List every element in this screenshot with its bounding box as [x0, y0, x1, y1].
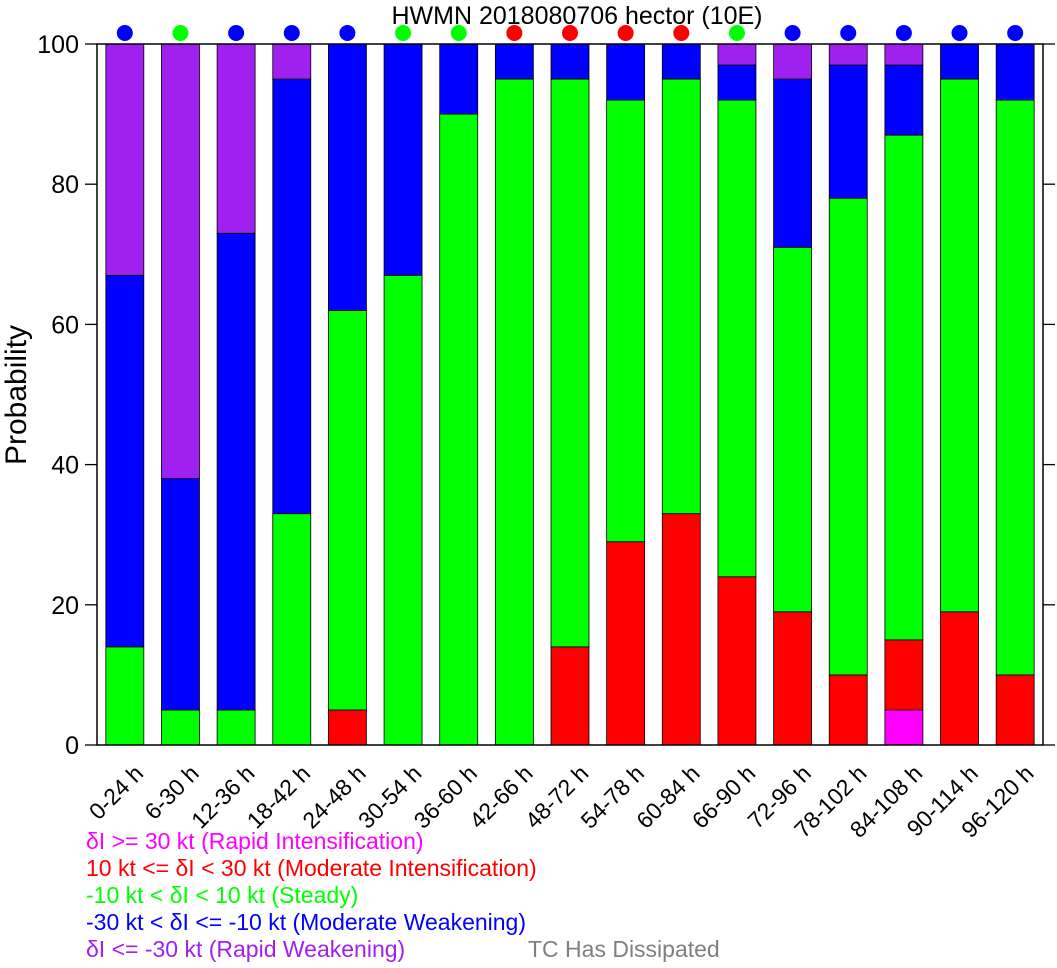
bar-segment-rw-84-108h [884, 43, 924, 66]
bar-segment-rw-78-102h [828, 43, 868, 66]
bar-segment-mi-48-72h [550, 646, 590, 746]
bar-segment-st-54-78h [606, 99, 646, 543]
legend-item-moderate-weakening: -30 kt < δI <= -10 kt (Moderate Weakenin… [86, 909, 527, 935]
y-tick-label: 20 [51, 592, 79, 620]
legend-item-moderate-intensification: 10 kt <= δI < 30 kt (Moderate Intensific… [86, 855, 537, 881]
plot-frame [96, 43, 1044, 746]
bar-segment-st-78-102h [828, 197, 868, 676]
y-tick-label: 60 [51, 311, 79, 339]
bar-segment-mw-72-96h [773, 78, 812, 248]
bar-segment-mw-24-48h [328, 43, 367, 311]
bar-segment-rw-18-42h [272, 43, 312, 80]
bar-segment-st-36-60h [439, 113, 479, 746]
y-tick-label: 0 [65, 732, 79, 760]
y-tick-label: 40 [51, 452, 79, 480]
category-marker-96-120h [1007, 25, 1024, 41]
legend-item-rapid-intensification: δI >= 30 kt (Rapid Intensification) [86, 828, 424, 854]
category-marker-6-30h [172, 25, 189, 41]
bar-segment-mw-42-66h [494, 43, 534, 80]
bar-segment-st-18-42h [272, 513, 312, 746]
bar-segment-mw-96-120h [995, 43, 1035, 101]
legend-item-dissipated: TC Has Dissipated [528, 936, 720, 962]
bar-segment-st-96-120h [995, 99, 1035, 676]
bar-segment-mi-90-114h [940, 611, 979, 746]
bar-segment-mw-6-30h [161, 478, 200, 711]
category-marker-60-84h [673, 25, 690, 41]
bar-segment-mw-54-78h [606, 43, 646, 101]
bar-segments [105, 43, 1035, 746]
bar-segment-mw-84-108h [884, 64, 924, 136]
legend-item-steady: -10 kt < δI < 10 kt (Steady) [86, 882, 359, 908]
bar-segment-mw-18-42h [272, 78, 312, 515]
category-marker-0-24h [116, 25, 133, 41]
category-marker-48-72h [562, 25, 578, 41]
bar-segment-mw-90-114h [940, 43, 979, 80]
category-marker-84-108h [895, 25, 912, 41]
category-marker-18-42h [283, 25, 300, 41]
bar-segment-mi-24-48h [328, 709, 367, 746]
legend-item-rapid-weakening: δI <= -30 kt (Rapid Weakening) [86, 936, 406, 962]
bar-segment-st-0-24h [105, 646, 145, 746]
bar-segment-ri-84-108h [884, 709, 924, 746]
x-tick-label: 0-24 h [84, 760, 149, 825]
category-marker-66-90h [728, 25, 745, 41]
y-axis: 0 20 40 60 80 100 [37, 31, 1055, 760]
legend: δI >= 30 kt (Rapid Intensification) 10 k… [86, 828, 537, 963]
bar-segment-st-60-84h [661, 78, 701, 515]
bar-segment-rw-6-30h [161, 43, 200, 480]
bar-segment-mi-84-108h [884, 639, 924, 711]
category-marker-24-48h [339, 25, 356, 41]
bar-segment-mw-36-60h [439, 43, 479, 115]
category-markers [116, 25, 1024, 41]
bar-segment-mi-96-120h [995, 674, 1035, 746]
bar-segment-st-12-36h [216, 709, 256, 746]
bar-segment-st-30-54h [383, 274, 423, 746]
chart-title: HWMN 2018080706 hector (10E) [391, 2, 762, 30]
bar-segment-st-84-108h [884, 134, 924, 641]
bar-segment-mw-48-72h [550, 43, 590, 80]
bar-segment-mw-0-24h [105, 274, 145, 648]
bar-segment-st-42-66h [494, 78, 534, 746]
bar-segment-st-66-90h [717, 99, 757, 578]
bar-segment-mw-12-36h [216, 232, 256, 711]
category-marker-90-114h [951, 25, 968, 41]
category-marker-42-66h [506, 25, 523, 41]
bar-segment-mi-54-78h [606, 541, 646, 746]
category-marker-54-78h [617, 25, 634, 41]
bar-segment-mw-78-102h [828, 64, 868, 199]
bar-segment-mw-30-54h [383, 43, 423, 276]
bar-segment-mi-60-84h [661, 513, 701, 746]
category-marker-12-36h [228, 25, 245, 41]
bar-segment-st-6-30h [161, 709, 200, 746]
bar-segment-st-48-72h [550, 78, 590, 648]
category-marker-72-96h [784, 25, 801, 41]
category-marker-36-60h [450, 25, 467, 41]
bar-segment-rw-66-90h [717, 43, 757, 66]
bar-segment-rw-12-36h [216, 43, 256, 234]
bar-segment-st-90-114h [940, 78, 979, 613]
category-marker-78-102h [840, 25, 857, 41]
bar-segment-mi-78-102h [828, 674, 868, 746]
bar-segment-rw-72-96h [773, 43, 812, 80]
bar-segment-mi-72-96h [773, 611, 812, 746]
bar-segment-st-24-48h [328, 309, 367, 711]
bar-segment-mw-60-84h [661, 43, 701, 80]
category-marker-30-54h [395, 25, 412, 41]
y-tick-label: 80 [51, 171, 79, 199]
bar-segment-mw-66-90h [717, 64, 757, 101]
y-axis-label: Probability [0, 325, 33, 465]
bar-segment-rw-0-24h [105, 43, 145, 276]
bar-segment-st-72-96h [773, 246, 812, 613]
y-tick-label: 100 [37, 31, 79, 59]
bar-segment-mi-66-90h [717, 576, 757, 746]
